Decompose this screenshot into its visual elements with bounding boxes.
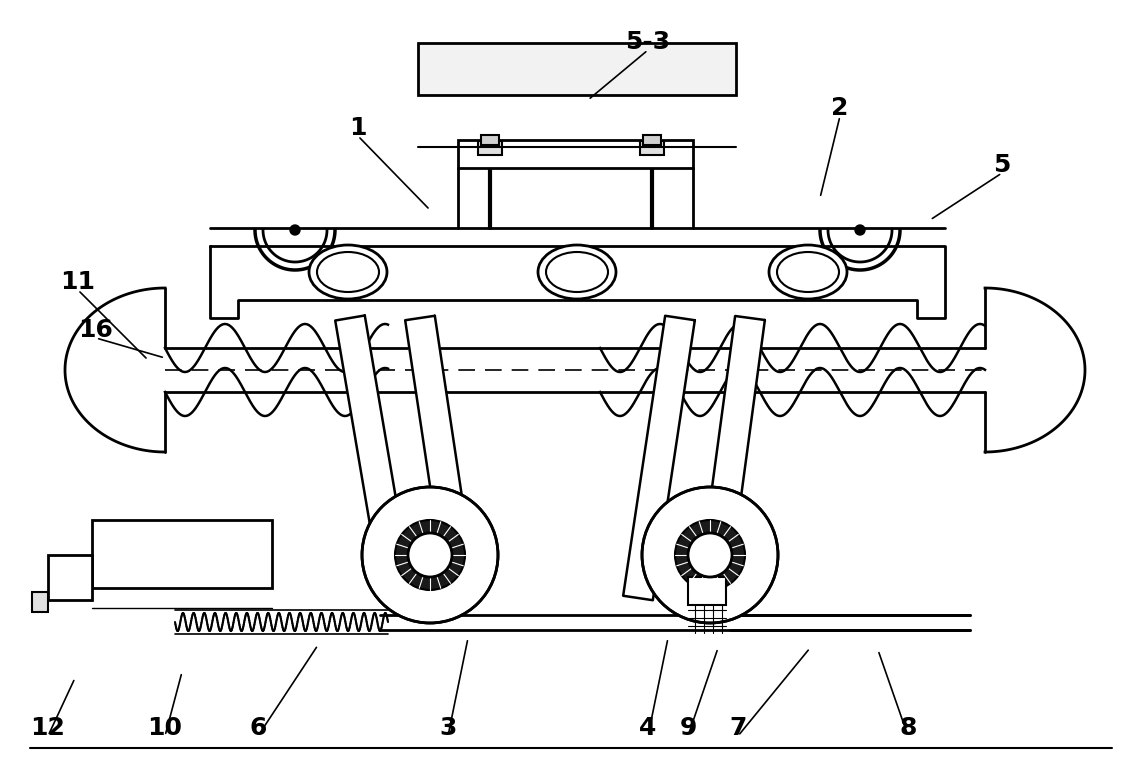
Ellipse shape bbox=[538, 245, 616, 299]
Bar bbox=[643, 135, 661, 145]
Text: 5: 5 bbox=[994, 153, 1011, 177]
Bar bbox=[640, 141, 664, 155]
Circle shape bbox=[362, 487, 498, 623]
Wedge shape bbox=[395, 520, 465, 590]
Circle shape bbox=[855, 225, 864, 235]
Text: 3: 3 bbox=[440, 716, 457, 740]
Circle shape bbox=[408, 533, 452, 577]
Bar bbox=[418, 43, 735, 95]
Ellipse shape bbox=[777, 252, 839, 292]
Text: 11: 11 bbox=[61, 270, 96, 294]
Bar bbox=[481, 135, 499, 145]
Polygon shape bbox=[624, 316, 694, 601]
Bar bbox=[93, 520, 272, 588]
Ellipse shape bbox=[546, 252, 608, 292]
Text: 10: 10 bbox=[147, 716, 183, 740]
Ellipse shape bbox=[317, 252, 379, 292]
Text: 6: 6 bbox=[249, 716, 267, 740]
Circle shape bbox=[687, 533, 732, 577]
Bar bbox=[478, 141, 502, 155]
Polygon shape bbox=[210, 246, 944, 318]
Text: 12: 12 bbox=[31, 716, 65, 740]
Circle shape bbox=[290, 225, 300, 235]
Polygon shape bbox=[405, 316, 477, 601]
Text: 2: 2 bbox=[831, 96, 849, 120]
Ellipse shape bbox=[769, 245, 847, 299]
Bar bbox=[32, 592, 48, 612]
Text: 9: 9 bbox=[679, 716, 697, 740]
Bar bbox=[687, 577, 726, 605]
Wedge shape bbox=[675, 520, 745, 590]
Text: 7: 7 bbox=[730, 716, 747, 740]
Polygon shape bbox=[697, 316, 765, 602]
Bar bbox=[48, 555, 93, 600]
Text: 16: 16 bbox=[79, 318, 113, 342]
Text: 5-3: 5-3 bbox=[626, 30, 670, 54]
Bar bbox=[458, 140, 693, 168]
Polygon shape bbox=[336, 316, 412, 603]
Ellipse shape bbox=[309, 245, 387, 299]
Text: 4: 4 bbox=[640, 716, 657, 740]
Text: 8: 8 bbox=[899, 716, 917, 740]
Circle shape bbox=[642, 487, 778, 623]
Text: 1: 1 bbox=[349, 116, 367, 140]
